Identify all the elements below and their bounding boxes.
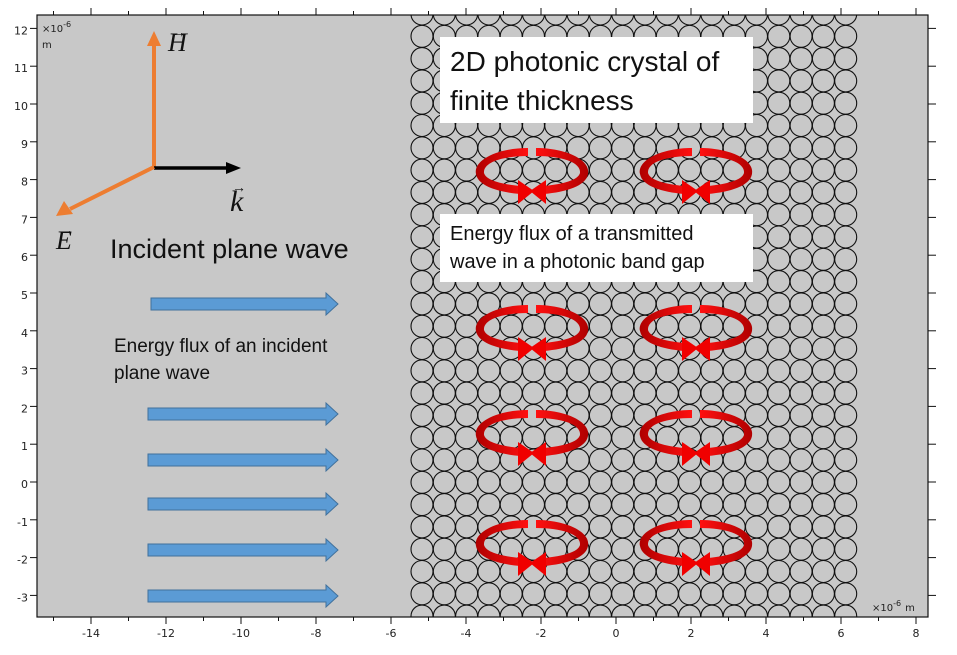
- x-tick-label: -4: [461, 627, 472, 640]
- vortex-arrow-cw-icon: [694, 305, 753, 361]
- blue-flux-arrow-icon: [147, 583, 339, 609]
- h-symbol: H: [168, 28, 187, 57]
- y-tick-label: 12: [14, 24, 28, 37]
- k-symbol: k: [230, 185, 244, 218]
- y-tick-label: 8: [21, 176, 28, 189]
- x-tick-label: 2: [688, 627, 695, 640]
- y-tick-label: 2: [21, 402, 28, 415]
- vortex-arrow-ccw-icon: [639, 305, 698, 361]
- y-axis-unit-label: ×10-6: [42, 20, 71, 35]
- vortex-arrow-ccw-icon: [475, 410, 534, 466]
- y-tick-label: 5: [21, 289, 28, 302]
- x-tick-label: 4: [763, 627, 770, 640]
- x-axis-unit-label: ×10-6 m: [872, 599, 915, 614]
- vortex-arrow-ccw-icon: [475, 148, 534, 204]
- vector-arrow-icon: →: [232, 181, 246, 196]
- k-vector-arrowhead-icon: [226, 162, 241, 174]
- y-tick-label: 11: [14, 62, 28, 75]
- vortex-arrow-cw-icon: [530, 520, 589, 576]
- crystal-title-line1: 2D photonic crystal of: [450, 46, 720, 77]
- incident-flux-line2: plane wave: [114, 363, 211, 384]
- field-vectors: [56, 31, 241, 216]
- y-axis-unit-m: m: [42, 40, 52, 51]
- vector-arrow-icon: →: [172, 26, 186, 41]
- x-tick-label: -6: [386, 627, 397, 640]
- y-tick-label: -2: [17, 554, 28, 567]
- transmitted-flux-vortices: [475, 148, 753, 576]
- vortex-arrow-ccw-icon: [639, 148, 698, 204]
- e-symbol: E: [56, 226, 72, 255]
- blue-flux-arrow-icon: [150, 291, 339, 317]
- vortex-arrow-ccw-icon: [639, 520, 698, 576]
- y-tick-label: 9: [21, 138, 28, 151]
- vortex-arrow-ccw-icon: [475, 305, 534, 361]
- e-vector-label: → E: [56, 224, 74, 256]
- incident-flux-arrows: [147, 291, 339, 609]
- transmitted-line2: wave in a photonic band gap: [450, 251, 705, 273]
- vortex-arrow-cw-icon: [530, 305, 589, 361]
- x-tick-label: -8: [311, 627, 322, 640]
- x-tick-label: -12: [157, 627, 175, 640]
- blue-flux-arrow-icon: [147, 491, 339, 517]
- blue-flux-arrow-icon: [147, 537, 339, 563]
- y-tick-label: -1: [17, 516, 28, 529]
- vortex-arrow-ccw-icon: [475, 520, 534, 576]
- y-tick-label: -3: [17, 591, 28, 604]
- e-vector-arrowhead-icon: [56, 201, 73, 216]
- y-tick-label: 6: [21, 251, 28, 264]
- h-vector-arrowhead-icon: [147, 31, 161, 46]
- y-tick-label: 0: [21, 478, 28, 491]
- transmitted-line1: Energy flux of a transmitted: [450, 223, 694, 245]
- y-tick-label: 3: [21, 365, 28, 378]
- incident-plane-wave-title: Incident plane wave: [110, 234, 349, 264]
- x-tick-label: -14: [82, 627, 100, 640]
- transmitted-flux-callout: Energy flux of a transmitted wave in a p…: [440, 214, 753, 282]
- vortex-arrow-cw-icon: [530, 410, 589, 466]
- k-vector-label: → k: [230, 181, 246, 219]
- e-vector-shaft: [69, 165, 155, 211]
- axis-ticks: [30, 8, 936, 624]
- blue-flux-arrow-icon: [147, 401, 339, 427]
- blue-flux-arrow-icon: [147, 447, 339, 473]
- crystal-title-callout: 2D photonic crystal of finite thickness: [440, 37, 753, 123]
- vortex-arrow-cw-icon: [694, 520, 753, 576]
- vortex-arrow-cw-icon: [694, 148, 753, 204]
- x-tick-label: -2: [536, 627, 547, 640]
- incident-flux-label: Energy flux of an incident plane wave: [114, 333, 327, 387]
- crystal-title-line2: finite thickness: [450, 85, 634, 116]
- lattice-rod: [834, 604, 858, 617]
- x-tick-label: 8: [913, 627, 920, 640]
- vortex-arrow-cw-icon: [694, 410, 753, 466]
- incident-flux-line1: Energy flux of an incident: [114, 336, 328, 357]
- x-tick-label: 0: [613, 627, 620, 640]
- y-tick-label: 1: [21, 440, 28, 453]
- vector-arrow-icon: →: [60, 224, 74, 239]
- x-tick-label: 6: [838, 627, 845, 640]
- x-axis-tick-labels: -14 -12 -10 -8 -6 -4 -2 0 2 4 6 8: [82, 627, 919, 640]
- x-tick-label: -10: [232, 627, 250, 640]
- vortex-arrow-ccw-icon: [639, 410, 698, 466]
- vortex-arrow-cw-icon: [530, 148, 589, 204]
- y-tick-label: 4: [21, 327, 28, 340]
- y-tick-label: 7: [21, 213, 28, 226]
- y-tick-label: 10: [14, 100, 28, 113]
- h-vector-label: → H: [168, 26, 187, 58]
